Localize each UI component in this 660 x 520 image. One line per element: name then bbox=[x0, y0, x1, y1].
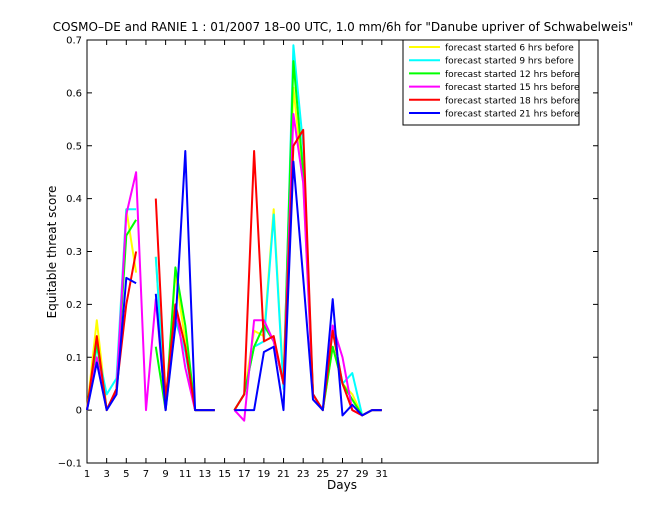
x-tick-label: 21 bbox=[277, 469, 290, 480]
series-line-5 bbox=[233, 128, 382, 417]
legend-label-4: forecast started 15 hrs before bbox=[445, 83, 580, 93]
y-axis: −0.1 0 0.1 0.2 0.3 0.4 0.5 0.6 0.7 bbox=[58, 36, 598, 470]
x-tick-label: 15 bbox=[218, 469, 231, 480]
y-tick-label: 0.4 bbox=[66, 194, 82, 205]
y-axis-label: Equitable threat score bbox=[45, 186, 59, 319]
x-axis-label: Days bbox=[327, 478, 357, 492]
y-tick-label: −0.1 bbox=[58, 459, 82, 470]
x-tick-label: 9 bbox=[162, 469, 168, 480]
x-tick-label: 23 bbox=[297, 469, 310, 480]
x-tick-label: 31 bbox=[375, 469, 388, 480]
series-line-6 bbox=[234, 160, 382, 417]
x-tick-label: 25 bbox=[316, 469, 329, 480]
y-tick-label: 0.7 bbox=[66, 36, 82, 47]
y-tick-label: 0.2 bbox=[66, 300, 82, 311]
legend-label-5: forecast started 18 hrs before bbox=[445, 96, 580, 106]
x-tick-label: 1 bbox=[84, 469, 90, 480]
legend-box bbox=[402, 39, 580, 126]
legend-label-6: forecast started 21 hrs before bbox=[445, 110, 580, 120]
legend-label-1: forecast started 6 hrs before bbox=[445, 44, 574, 54]
series-line-6 bbox=[86, 276, 137, 412]
series-lines bbox=[86, 44, 382, 422]
chart-title: COSMO–DE and RANIE 1 : 01/2007 18–00 UTC… bbox=[53, 20, 634, 34]
x-axis: 1 3 5 7 9 11 13 15 17 19 21 23 25 27 29 31 bbox=[84, 40, 388, 480]
x-tick-label: 19 bbox=[258, 469, 271, 480]
x-tick-label: 29 bbox=[356, 469, 369, 480]
y-tick-label: 0.1 bbox=[66, 353, 82, 364]
y-tick-label: 0.3 bbox=[66, 247, 82, 258]
legend-items: forecast started 6 hrs before forecast st… bbox=[409, 44, 580, 120]
x-tick-label: 13 bbox=[199, 469, 212, 480]
x-tick-label: 27 bbox=[336, 469, 349, 480]
x-tick-label: 3 bbox=[103, 469, 109, 480]
legend-label-2: forecast started 9 hrs before bbox=[445, 57, 574, 67]
y-tick-label: 0.6 bbox=[66, 88, 82, 99]
y-tick-label: 0 bbox=[76, 406, 82, 417]
y-tick-label: 0.5 bbox=[66, 141, 82, 152]
legend: forecast started 6 hrs before forecast st… bbox=[402, 39, 580, 126]
x-tick-label: 17 bbox=[238, 469, 251, 480]
series-line-5 bbox=[86, 251, 138, 412]
x-tick-label: 5 bbox=[123, 469, 129, 480]
series-line-6 bbox=[154, 150, 215, 412]
x-tick-label: 7 bbox=[143, 469, 149, 480]
x-tick-label: 11 bbox=[179, 469, 192, 480]
legend-label-3: forecast started 12 hrs before bbox=[445, 70, 580, 80]
